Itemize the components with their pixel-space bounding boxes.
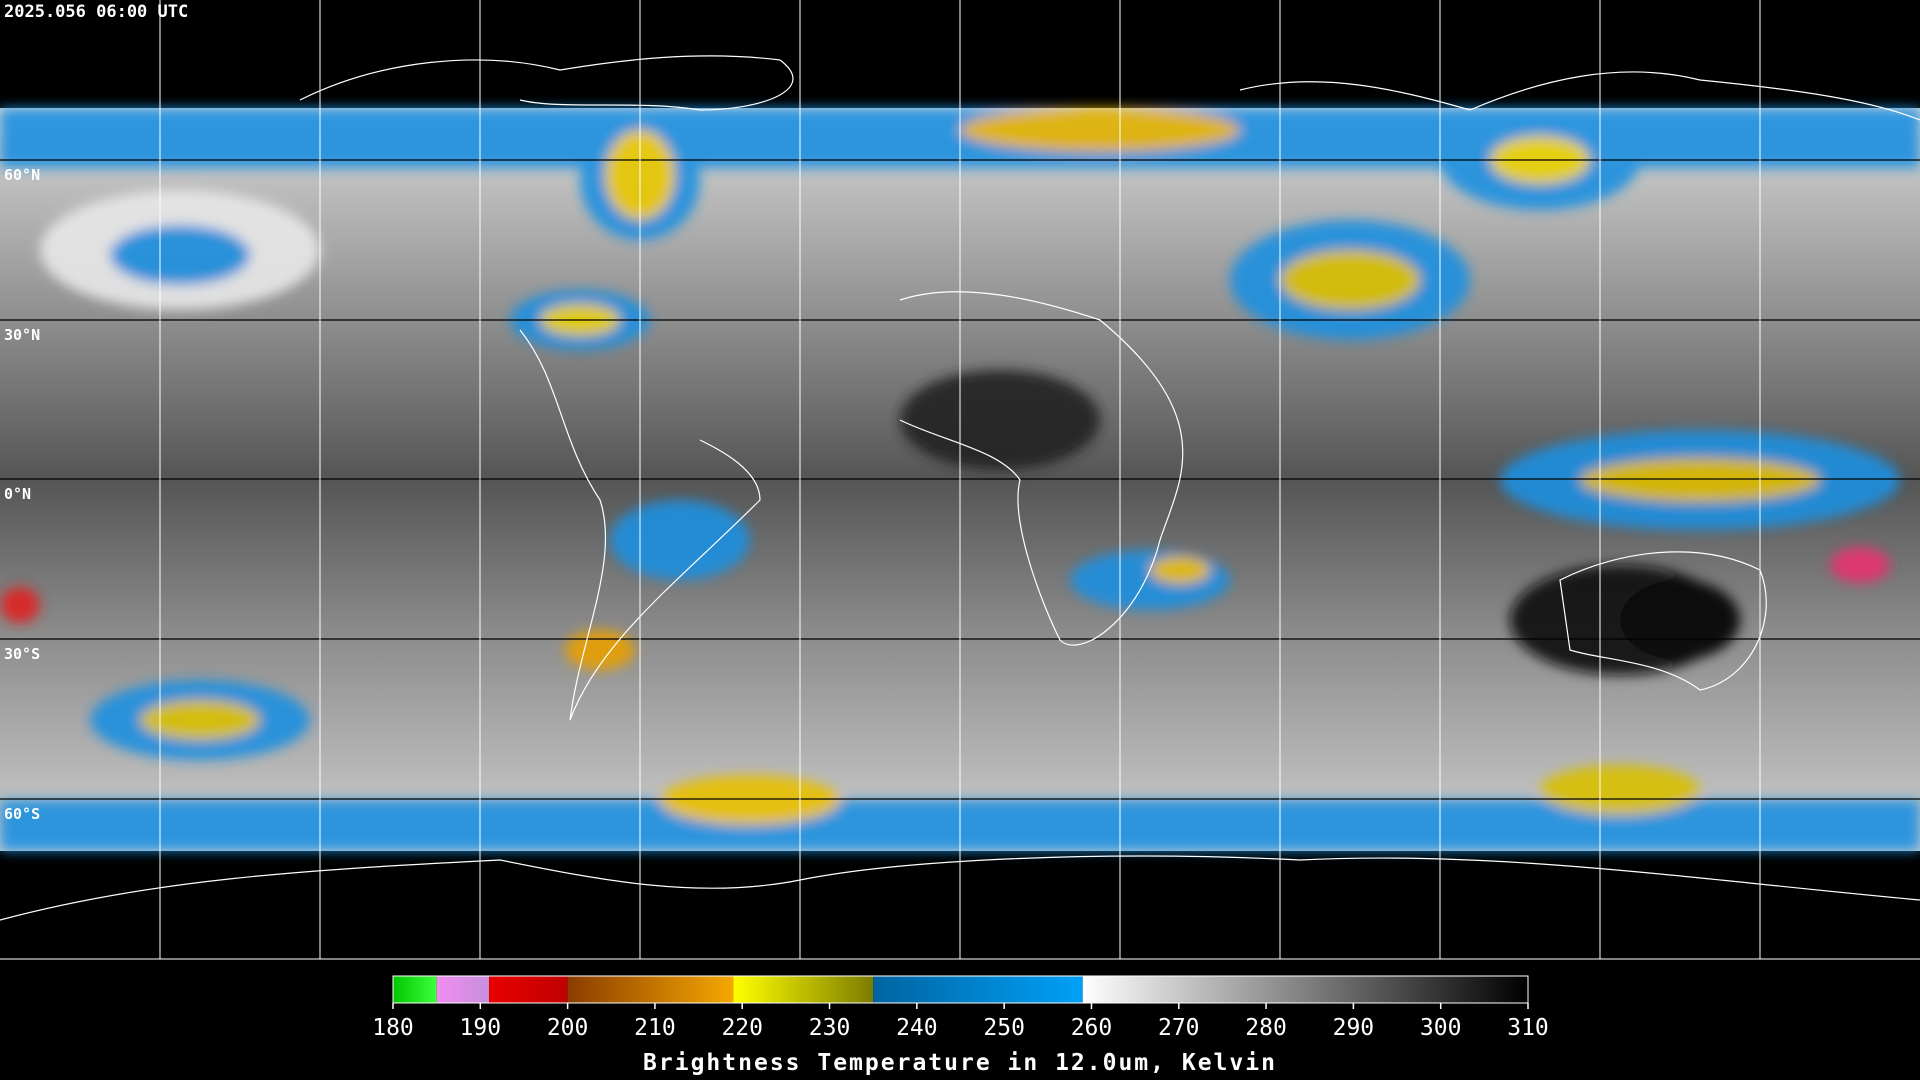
colorbar-tick-label: 250 [983,1015,1025,1041]
colorbar-label: Brightness Temperature in 12.0um, Kelvin [643,1050,1277,1076]
colorbar-tick-label: 180 [372,1015,414,1041]
colorbar-tick-label: 240 [896,1015,938,1041]
coastlines [0,55,1920,921]
latitude-label: 30°S [4,645,40,663]
colorbar-tick-label: 290 [1333,1015,1375,1041]
latitude-label: 0°N [4,485,31,503]
latitude-label: 60°S [4,805,40,823]
colorbar-frame [392,975,1529,1004]
colorbar-tick-label: 270 [1158,1015,1200,1041]
colorbar-tick-label: 280 [1245,1015,1287,1041]
colorbar-tick-label: 260 [1071,1015,1113,1041]
colorbar-tick-label: 200 [547,1015,589,1041]
latitude-label: 60°N [4,166,40,184]
colorbar-segment [436,976,490,1003]
colorbar-tick-label: 310 [1507,1015,1549,1041]
colorbar-segment [489,976,568,1003]
latitude-labels: 60°N 30°N 0°N 30°S 60°S [4,166,40,823]
colorbar-tick-label: 220 [721,1015,763,1041]
colorbar-segment [393,976,437,1003]
colorbar-tick-label: 230 [809,1015,851,1041]
colorbar: 180 190 200 210 220 230 240 250 260 270 280 290 300 3… [372,975,1549,1041]
meridians [159,0,1761,959]
colorbar-segment [733,976,874,1003]
colorbar-tick-label: 190 [460,1015,502,1041]
colorbar-segment [1082,976,1528,1003]
colorbar-tick-label: 210 [634,1015,676,1041]
colorbar-segment [567,976,734,1003]
colorbar-tick-label: 300 [1420,1015,1462,1041]
colorbar-segment [873,976,1083,1003]
latitude-label: 30°N [4,326,40,344]
timestamp: 2025.056 06:00 UTC [4,2,188,22]
